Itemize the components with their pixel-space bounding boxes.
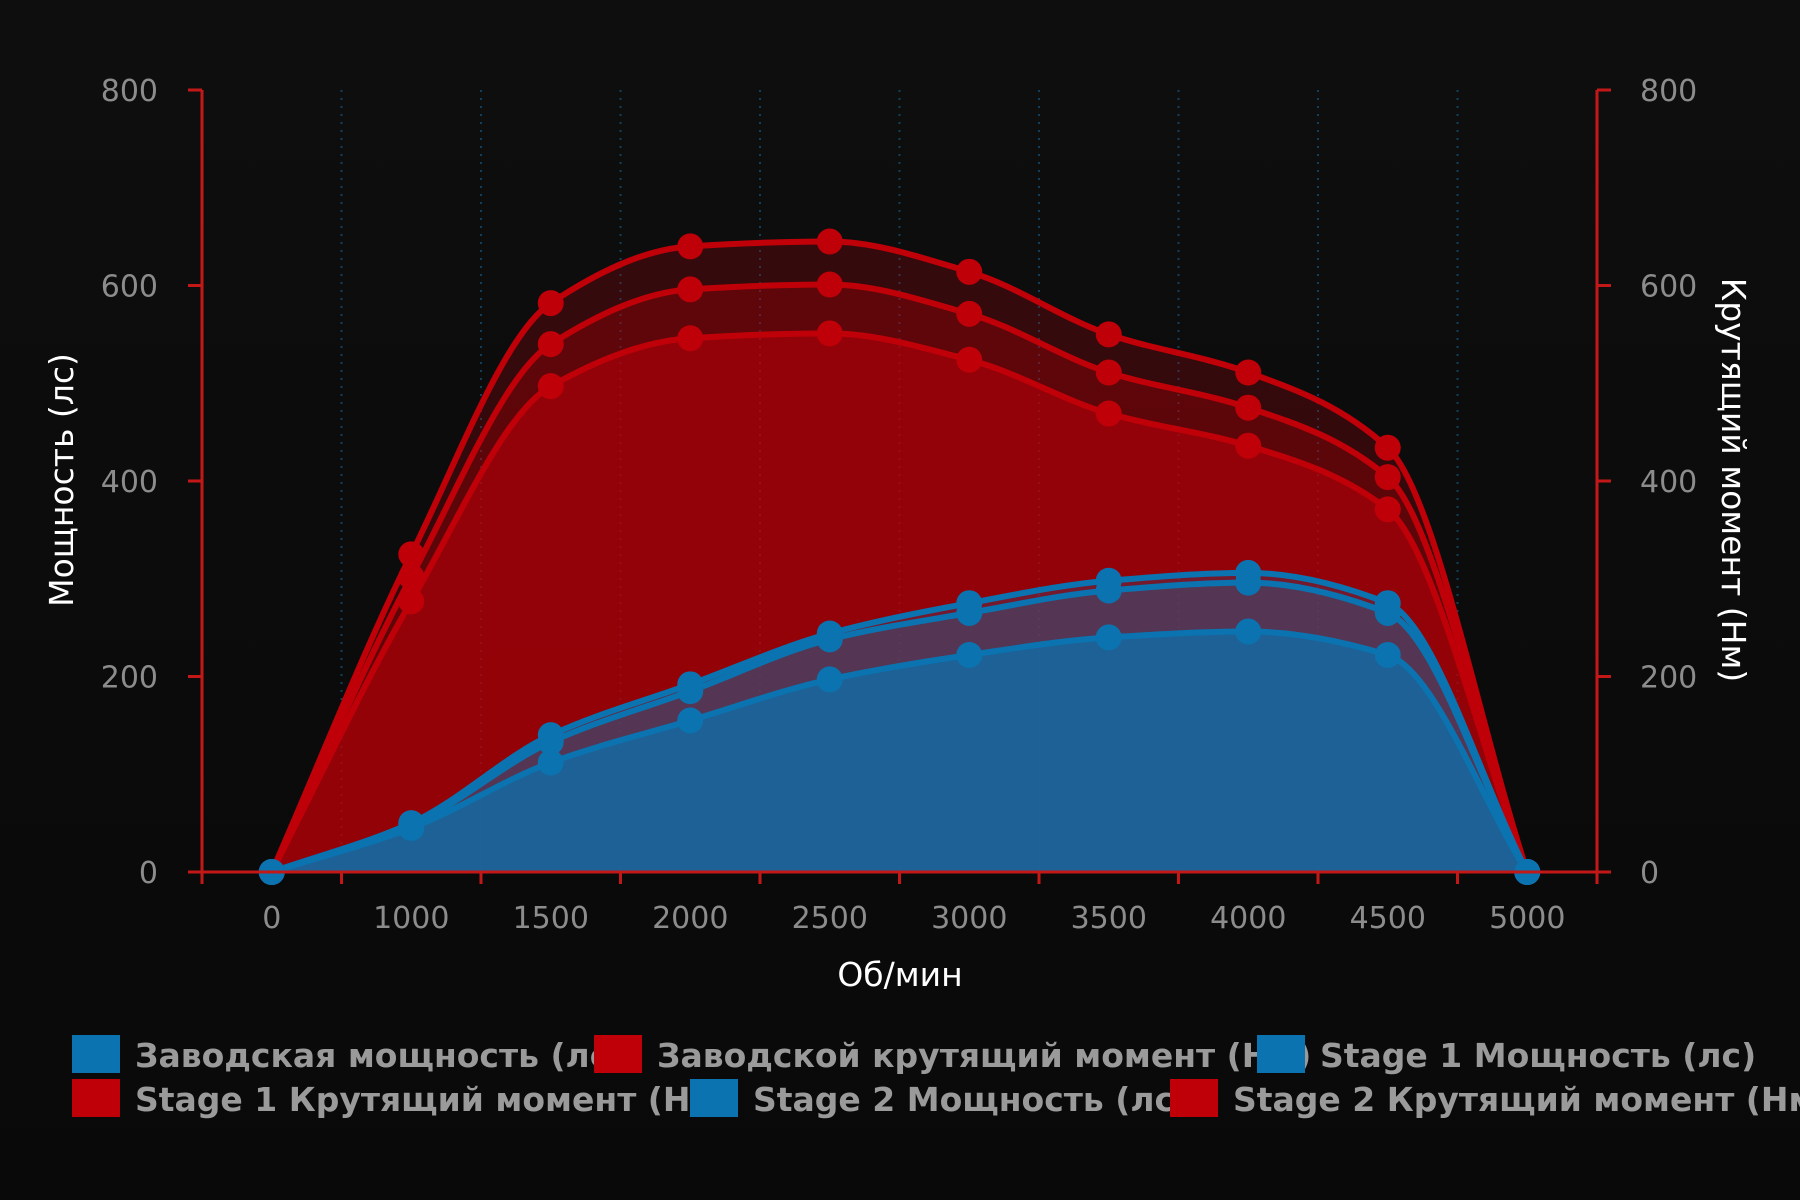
x-tick-label: 3500	[1071, 901, 1147, 936]
legend-swatch	[72, 1035, 120, 1073]
data-point	[816, 626, 843, 653]
x-tick-label: 2000	[652, 901, 728, 936]
series-fill	[271, 631, 1528, 872]
data-point	[956, 599, 983, 626]
series-line	[269, 330, 1531, 874]
data-point	[1374, 641, 1401, 668]
y-left-tick-label: 0	[139, 856, 158, 891]
data-point	[1235, 359, 1262, 386]
data-point	[1095, 624, 1122, 651]
data-point	[1095, 577, 1122, 604]
data-point	[956, 258, 983, 285]
data-point	[816, 228, 843, 255]
x-tick-label: 4500	[1350, 901, 1426, 936]
data-point	[537, 331, 564, 358]
y-left-tick-label: 400	[101, 465, 158, 500]
data-point	[1374, 464, 1401, 491]
data-point	[816, 320, 843, 347]
data-point	[1095, 359, 1122, 386]
data-point	[537, 749, 564, 776]
y-right-tick-label: 0	[1640, 856, 1659, 891]
y-left-axis-title: Мощность (лс)	[42, 353, 81, 607]
data-point	[1235, 618, 1262, 645]
x-tick-label: 1500	[513, 901, 589, 936]
x-axis-title: Об/мин	[837, 955, 962, 994]
data-point	[1095, 321, 1122, 348]
y-right-tick-label: 600	[1640, 270, 1697, 305]
series-line	[270, 628, 1530, 875]
y-left-tick-label: 200	[101, 661, 158, 696]
legend: Заводская мощность (лс) Заводской крутящи…	[72, 1035, 1800, 1119]
legend-label: Stage 1 Мощность (лс)	[1320, 1036, 1756, 1075]
x-tick-label: 0	[262, 901, 281, 936]
data-point	[956, 300, 983, 327]
legend-swatch	[690, 1079, 738, 1117]
data-point	[537, 290, 564, 317]
data-point	[1374, 599, 1401, 626]
data-point	[677, 233, 704, 260]
x-tick-label: 2500	[792, 901, 868, 936]
x-tick-label: 4000	[1210, 901, 1286, 936]
series-fills	[271, 241, 1528, 872]
data-point	[677, 707, 704, 734]
y-left-tick-label: 800	[101, 74, 158, 109]
y-right-tick-label: 800	[1640, 74, 1697, 109]
y-right-tick-label: 400	[1640, 465, 1697, 500]
y-left-tick-label: 600	[101, 270, 158, 305]
data-point	[1374, 434, 1401, 461]
series-line	[270, 579, 1530, 875]
data-point	[816, 666, 843, 693]
data-point	[677, 325, 704, 352]
legend-label: Stage 2 Мощность (лс)	[753, 1080, 1189, 1119]
data-point	[537, 728, 564, 755]
data-point	[1235, 569, 1262, 596]
legend-label: Заводская мощность (лс)	[135, 1036, 624, 1075]
legend-swatch	[72, 1079, 120, 1117]
data-point	[677, 678, 704, 705]
y-right-axis-title: Крутящий момент (Нм)	[1714, 278, 1753, 682]
y-right-tick-label: 200	[1640, 661, 1697, 696]
data-point	[1095, 400, 1122, 427]
data-point	[398, 563, 425, 590]
axes	[188, 88, 1611, 884]
data-point	[956, 641, 983, 668]
x-tick-label: 5000	[1489, 901, 1565, 936]
x-tick-labels: 0 1000 1500 2000 2500 3000 3500 4000 4500 5000	[262, 901, 1565, 936]
data-point	[816, 271, 843, 298]
y-left-tick-labels: 0 200 400 600 800	[101, 74, 158, 891]
y-right-tick-labels: 0 200 400 600 800	[1640, 74, 1697, 891]
data-point	[398, 541, 425, 568]
legend-label: Stage 1 Крутящий момент (Нм)	[135, 1080, 733, 1119]
data-point	[956, 346, 983, 373]
legend-label: Stage 2 Крутящий момент (Нм)	[1233, 1080, 1800, 1119]
legend-swatch	[594, 1035, 642, 1073]
x-tick-label: 3000	[931, 901, 1007, 936]
data-point	[1374, 496, 1401, 523]
series-line	[269, 281, 1531, 874]
data-point	[398, 588, 425, 615]
data-point	[1235, 394, 1262, 421]
data-point	[398, 815, 425, 842]
legend-swatch	[1257, 1035, 1305, 1073]
data-point	[537, 373, 564, 400]
legend-swatch	[1170, 1079, 1218, 1117]
legend-label: Заводской крутящий момент (Нм)	[657, 1036, 1311, 1075]
data-point	[677, 276, 704, 303]
data-point	[1235, 432, 1262, 459]
series-line	[270, 569, 1530, 875]
x-tick-label: 1000	[373, 901, 449, 936]
